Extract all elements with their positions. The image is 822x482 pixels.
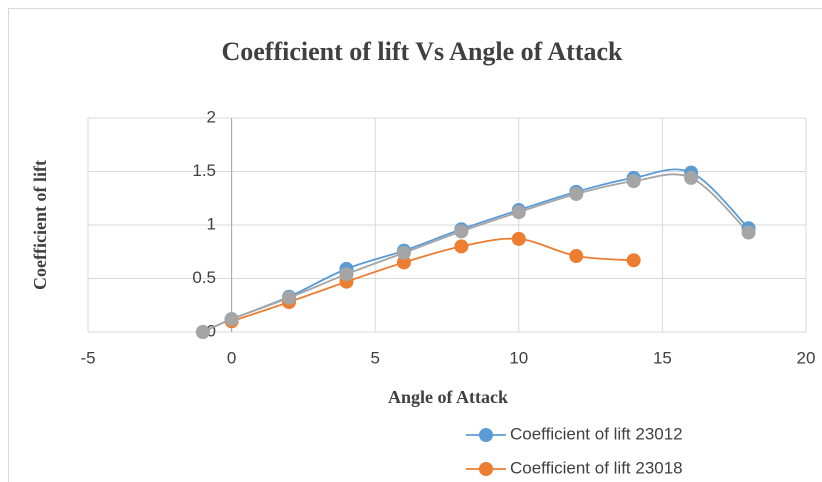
point [396, 255, 411, 270]
x-tick-label: 5 [370, 348, 379, 367]
point [684, 170, 699, 185]
point [511, 205, 526, 220]
point [569, 249, 584, 264]
point [396, 245, 411, 260]
point [569, 186, 584, 201]
point [511, 231, 526, 246]
x-axis-title: Angle of Attack [388, 387, 508, 407]
y-axis-title: Coefficient of lift [30, 160, 50, 290]
point [195, 325, 210, 339]
y-tick-label: 1.5 [192, 161, 216, 180]
chart-title: Coefficient of lift Vs Angle of Attack [221, 37, 623, 66]
x-tick-label: 20 [797, 348, 816, 367]
point [224, 312, 239, 327]
point [454, 224, 469, 239]
legend-marker [479, 428, 493, 442]
y-tick-label: 1 [207, 214, 216, 233]
point [454, 239, 469, 254]
point [741, 225, 756, 240]
y-tick-label: 2 [207, 107, 216, 126]
legend-label: Coefficient of lift 23012 [510, 424, 683, 443]
point [282, 290, 297, 305]
x-tick-label: 15 [653, 348, 672, 367]
legend-marker [479, 462, 493, 476]
chart-border [8, 8, 822, 482]
y-tick-label: 0 [207, 321, 216, 340]
legend-label: Coefficient of lift 23018 [510, 458, 683, 477]
x-tick-label: -5 [80, 348, 95, 367]
y-tick-label: 0.5 [192, 268, 216, 287]
point [626, 253, 641, 268]
point [626, 174, 641, 189]
x-tick-label: 10 [509, 348, 528, 367]
x-tick-label: 0 [227, 348, 236, 367]
point [339, 267, 354, 282]
